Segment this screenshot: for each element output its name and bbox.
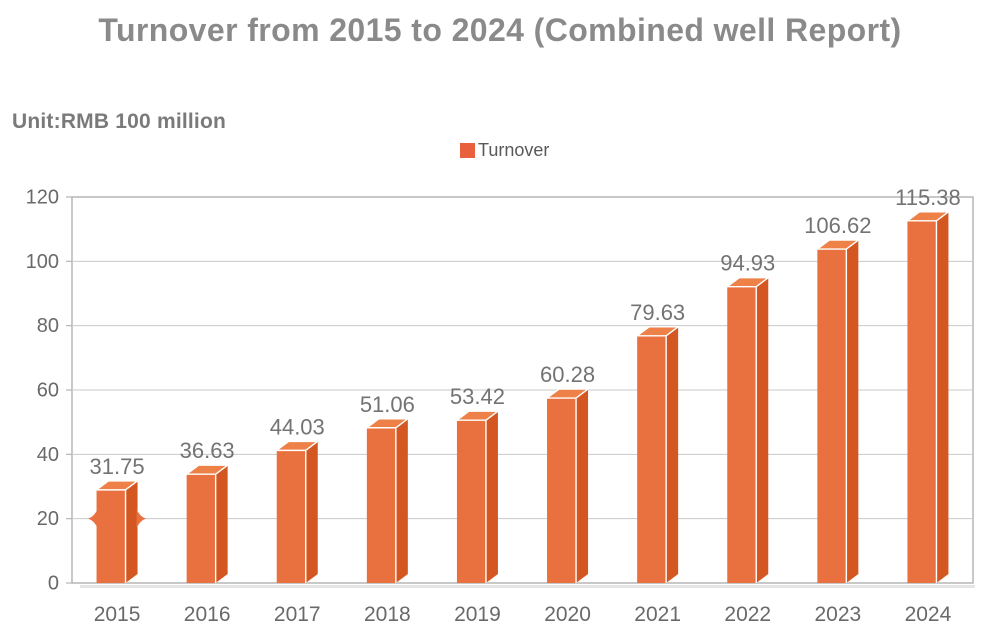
bar-value-label: 79.63 xyxy=(630,300,685,325)
bar-top-face xyxy=(95,480,139,491)
bar-value-label: 31.75 xyxy=(90,454,145,479)
bar-front-face xyxy=(727,286,757,583)
bar-value-label: 94.93 xyxy=(720,251,775,276)
unit-label: Unit:RMB 100 million xyxy=(12,110,227,133)
bar-2020: 60.28 2020 xyxy=(540,362,595,626)
bar-front-face xyxy=(637,335,667,583)
bar-2019: 53.42 2019 xyxy=(450,384,505,626)
bar-2018: 51.06 2018 xyxy=(360,392,415,626)
bar-front-face xyxy=(547,398,577,583)
bar-value-label: 106.62 xyxy=(804,213,871,238)
bar-top-face xyxy=(636,326,679,337)
bar-2017: 44.03 2017 xyxy=(270,414,325,626)
bar-2021: 79.63 2021 xyxy=(630,300,685,626)
bar-value-label: 44.03 xyxy=(270,414,325,439)
bar-2015: 31.75 2015 xyxy=(88,454,147,626)
bar-front-face xyxy=(456,420,486,583)
bar-value-label: 36.63 xyxy=(180,438,235,463)
x-tick-label: 2020 xyxy=(544,603,591,626)
y-tick-label: 60 xyxy=(37,380,59,402)
bar-top-face xyxy=(185,464,229,475)
bar-front-face xyxy=(817,249,847,583)
y-tick-label: 100 xyxy=(26,251,59,273)
bar-2022: 94.93 2022 xyxy=(720,251,775,626)
x-tick-label: 2022 xyxy=(724,603,771,626)
x-tick-label: 2016 xyxy=(184,603,231,626)
bar-front-face xyxy=(276,450,306,583)
bar-top-face xyxy=(726,276,769,288)
bar-2023: 106.62 2023 xyxy=(804,213,871,626)
bar-front-face xyxy=(96,489,126,583)
bar-side-face xyxy=(485,411,498,583)
bar-side-face xyxy=(305,441,318,583)
y-tick-label: 0 xyxy=(48,573,59,595)
bar-front-face xyxy=(907,220,937,583)
bar-2016: 36.63 2016 xyxy=(180,438,235,626)
x-tick-label: 2018 xyxy=(364,603,411,626)
bar-value-label: 53.42 xyxy=(450,384,505,409)
bar-side-face xyxy=(756,277,769,583)
x-tick-label: 2023 xyxy=(814,603,861,626)
bar-front-face xyxy=(366,427,396,583)
bar-top-face xyxy=(906,211,950,222)
bar-top-face xyxy=(366,418,409,429)
bar-side-face xyxy=(846,240,859,583)
legend: Turnover xyxy=(460,140,549,161)
bar-top-face xyxy=(816,239,860,250)
y-tick-label: 80 xyxy=(37,315,59,337)
bar-side-face xyxy=(666,326,679,583)
x-tick-label: 2017 xyxy=(274,603,321,626)
bar-side-face xyxy=(215,465,228,583)
bar-value-label: 60.28 xyxy=(540,362,595,387)
chart-title: Turnover from 2015 to 2024 (Combined wel… xyxy=(98,12,902,48)
bar-value-label: 51.06 xyxy=(360,392,415,417)
x-tick-label: 2024 xyxy=(905,603,952,626)
bar-2024: 115.38 2024 xyxy=(895,185,961,626)
bar-front-face xyxy=(186,474,216,583)
bar-side-face xyxy=(576,389,589,583)
bar-top-face xyxy=(456,410,499,421)
bar-pinch-left xyxy=(88,509,98,528)
bar-pinch-right xyxy=(136,509,147,528)
y-tick-label: 40 xyxy=(37,444,59,466)
x-tick-label: 2019 xyxy=(454,603,501,626)
legend-label: Turnover xyxy=(478,140,550,160)
bar-top-face xyxy=(276,440,319,452)
bar-value-label: 115.38 xyxy=(895,185,961,210)
y-tick-label: 20 xyxy=(37,508,59,530)
bar-side-face xyxy=(395,418,408,583)
bar-top-face xyxy=(546,388,589,399)
x-tick-label: 2021 xyxy=(634,603,681,626)
bar-side-face xyxy=(125,480,138,583)
legend-swatch-icon xyxy=(460,143,475,158)
y-tick-label: 120 xyxy=(26,187,59,209)
bar-side-face xyxy=(936,211,949,583)
x-tick-label: 2015 xyxy=(94,603,141,626)
